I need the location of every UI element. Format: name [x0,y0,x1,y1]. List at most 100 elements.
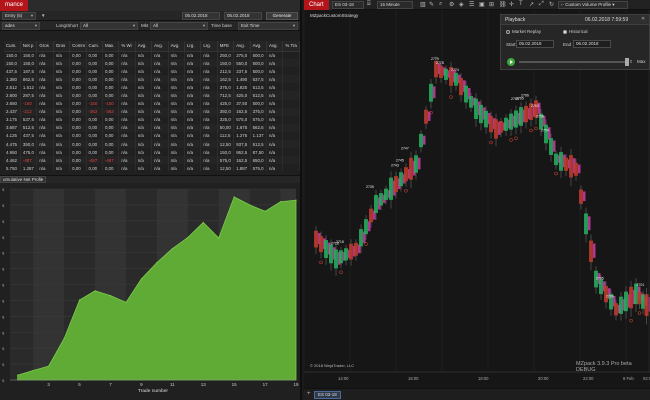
table-cell: n/a [118,156,136,165]
date-from-field[interactable]: 05.02.2018 [182,12,220,20]
snapshot-icon[interactable]: ▣ [479,2,485,8]
bars-icon[interactable]: ⌸ [367,1,371,7]
zoom-icon[interactable]: ⌕ [439,1,443,7]
refresh-icon[interactable]: ↻ [549,2,555,8]
market-replay-option[interactable]: Market Replay [506,29,541,34]
table-cell: 575,0 [217,156,235,165]
indicators-icon[interactable]: ⚙ [449,2,455,8]
longshort-dropdown[interactable]: All ▼ [80,22,138,30]
footprint-bar [559,152,563,171]
close-icon[interactable]: ✕ [641,16,646,22]
generate-button[interactable]: Generate [266,12,298,20]
table-cell: 4.462 [4,156,21,165]
table-cell: n/a [184,75,202,84]
perf-title-tab[interactable]: mance [0,0,29,11]
table-row[interactable]: 1.380 862,5 n/a n/a 0,00 0,00 0,00 n/a n/a n/a n/a… [4,75,300,84]
table-row[interactable]: 2.650 -150 n/a n/a 0,00 -150 -150 n/a n/a n/a n/a n… [4,99,300,108]
table-cell: n/a [184,164,202,171]
table-row[interactable]: 2.512 1.512 n/a n/a 0,00 0,00 0,00 n/a n/a n/a n/a… [4,83,300,92]
table-cell: 150,0 [4,51,21,60]
table-row[interactable]: 150,0 150,0 n/a n/a 0,00 0,00 0,00 n/a n/a n/a n/a… [4,51,300,60]
playback-slider[interactable] [519,58,629,66]
instrument-selector[interactable]: ES 03-18 [332,1,364,9]
text-icon[interactable]: T [519,1,523,7]
table-cell: 0,00 [102,51,120,60]
strategy-dropdown[interactable]: Entry (5) ▼ [2,12,36,20]
draw-tool-icon[interactable]: ✎ [429,2,435,8]
footprint-bar [389,177,393,200]
table-cell: n/a [135,99,153,108]
grid-column-header[interactable]: Avg. [168,41,185,52]
grid-column-header[interactable]: Comm [69,41,87,52]
table-row[interactable]: 4.950 475,0 n/a n/a 0,00 0,00 0,00 n/a n/a n/a n/a… [4,148,300,157]
speed-stepper-icon[interactable]: ⇕ [629,59,633,64]
slider-knob[interactable] [625,58,629,66]
grid-column-header[interactable]: Gros [36,41,54,52]
add-tab-icon[interactable]: + [307,391,311,397]
table-row[interactable]: 3.687 512,5 n/a n/a 0,00 0,00 0,00 n/a n/a n/a n/a… [4,123,300,132]
historical-option[interactable]: Historical [563,29,588,34]
table-row[interactable]: 4.475 350,0 n/a n/a 0,00 0,00 0,00 n/a n/a n/a n/a… [4,140,300,149]
end-date-field[interactable]: 06.02.2018 [573,40,611,48]
chart-background [304,10,650,388]
grid-column-header[interactable]: Net p [20,41,38,52]
grid-column-header[interactable]: Avg. [250,41,268,52]
performance-chart-panel: umulative Net Profit ▼ $ $ $ $ $ $ $ $ $ $ $ $ $3 5 7 9 1… [0,175,300,400]
table-cell: 575,0 [250,115,268,124]
series-dropdown[interactable]: umulative Net Profit ▼ [0,176,46,183]
chevron-down-icon: ▼ [34,23,38,28]
grid-column-header[interactable]: Cum. [86,41,103,52]
table-row[interactable]: 437,5 187,5 n/a n/a 0,00 0,00 0,00 n/a n/a n/a n/a… [4,67,300,76]
grid-column-header[interactable]: Cum. [4,41,21,52]
grid-column-header[interactable]: Gros [53,41,71,52]
chart-tab-es[interactable]: ES 03-18 [314,391,341,399]
table-row[interactable]: 4.462 -487 n/a n/a 0,00 -487 -487 n/a n/a n/a n/a n… [4,156,300,165]
grid-column-header[interactable]: MFE [217,41,235,52]
x-tick-label: 17 [263,382,269,387]
grid-column-header[interactable]: % Tra [282,41,300,52]
table-row[interactable]: 2.437 -212 n/a n/a 0,00 -362 -362 n/a n/a n/a n/a n… [4,107,300,116]
grid-column-header[interactable]: Avg. [266,41,284,52]
footprint-bar [624,291,628,312]
table-cell: n/a [151,59,169,68]
table-cell: 150,0 [20,51,38,60]
date-to-field[interactable]: 05.02.2018 [224,12,262,20]
layout-icon[interactable]: ⊞ [489,2,495,8]
table-cell: n/a [118,91,136,100]
crosshair-icon[interactable]: ✛ [509,2,515,8]
signal-marker [534,126,538,131]
chart-style-icon[interactable]: ▥ [420,2,426,8]
table-row[interactable]: 4.125 437,5 n/a n/a 0,00 0,00 0,00 n/a n/a n/a n/a… [4,131,300,141]
table-cell: 187,5 [20,67,38,76]
grid-column-header[interactable]: Max. [102,41,120,52]
start-date-field[interactable]: 05.02.2018 [516,40,554,48]
strategies-icon[interactable]: ◈ [459,2,464,8]
interval-selector[interactable]: 15 Minute [377,1,413,9]
timebase-dropdown[interactable]: Exit Time ▼ [238,22,298,30]
mkt-dropdown[interactable]: All ▼ [150,22,208,30]
table-row[interactable]: 5.750 1.287 n/a n/a 0,00 0,00 0,00 n/a n/a n/a n/a… [4,164,300,171]
pointer-icon[interactable]: ⤢ [539,1,544,7]
footprint-bar [459,77,463,96]
properties-icon[interactable]: ☰ [469,2,475,8]
grid-column-header[interactable]: % Wi [118,41,136,52]
table-cell: n/a [36,99,54,108]
play-button[interactable] [507,58,515,66]
grid-column-header[interactable]: Lrg. [200,41,218,52]
table-cell: 0,00 [69,99,87,108]
arrow-icon[interactable]: ↗ [529,2,535,8]
table-cell: n/a [200,83,218,92]
grid-column-header[interactable]: Lrg. [184,41,202,52]
link-icon[interactable]: ⛓ [499,2,507,8]
table-row[interactable]: 3.175 537,5 n/a n/a 0,00 0,00 0,00 n/a n/a n/a n/a… [4,115,300,124]
filter-icon[interactable]: ▼ [41,13,46,18]
grid-column-header[interactable]: Avg. [233,41,251,52]
table-row[interactable]: 2.800 287,5 n/a n/a 0,00 0,00 0,00 n/a n/a n/a n/a… [4,91,300,100]
chart-title-tab[interactable]: Chart [304,0,329,11]
grid-column-header[interactable]: Avg. [151,41,169,52]
trades-dropdown[interactable]: ades ▼ [2,22,40,30]
table-row[interactable]: 150,0 150,0 n/a n/a 0,00 0,00 0,00 n/a n/a n/a n/a… [4,59,300,68]
grid-column-header[interactable]: Avg. [135,41,153,52]
indicator-selector[interactable]: ‹· Custom Volume Profile ▾ [558,1,628,9]
